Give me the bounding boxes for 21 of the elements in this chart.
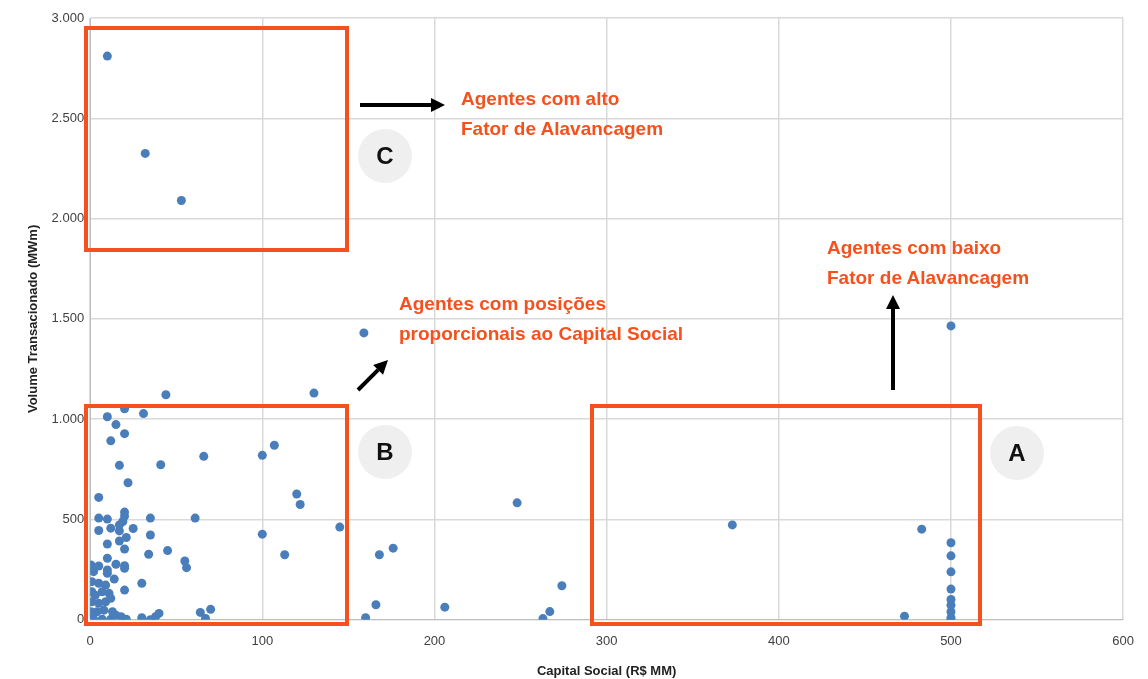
y-tick-label: 3.000 (51, 9, 85, 25)
x-tick-label: 600 (1112, 633, 1135, 649)
annotation: C (358, 129, 412, 183)
x-tick-label: 100 (251, 633, 274, 649)
x-axis-title: Capital Social (R$ MM) (536, 662, 677, 678)
annotation: A (990, 426, 1044, 480)
x-tick-label: 200 (423, 633, 446, 649)
y-tick-label: 0 (76, 611, 85, 627)
y-tick-label: 1.500 (51, 310, 85, 326)
annotation: Agentes com posições proporcionais ao Capital Social (399, 292, 684, 346)
annotation: B (358, 425, 412, 479)
x-tick-label: 400 (767, 633, 790, 649)
annotation: Agentes com alto Fator de Alavancagem (461, 87, 664, 141)
y-tick-label: 2.000 (51, 210, 85, 226)
x-tick-label: 300 (595, 633, 618, 649)
y-tick-label: 1.000 (51, 410, 85, 426)
y-axis-title: Volume Transacionado (MWm) (25, 224, 41, 414)
y-tick-label: 2.500 (51, 109, 85, 125)
annotation: Agentes com baixo Fator de Alavancagem (827, 236, 1030, 290)
y-tick-label: 500 (62, 511, 85, 527)
x-tick-label: 500 (940, 633, 962, 649)
